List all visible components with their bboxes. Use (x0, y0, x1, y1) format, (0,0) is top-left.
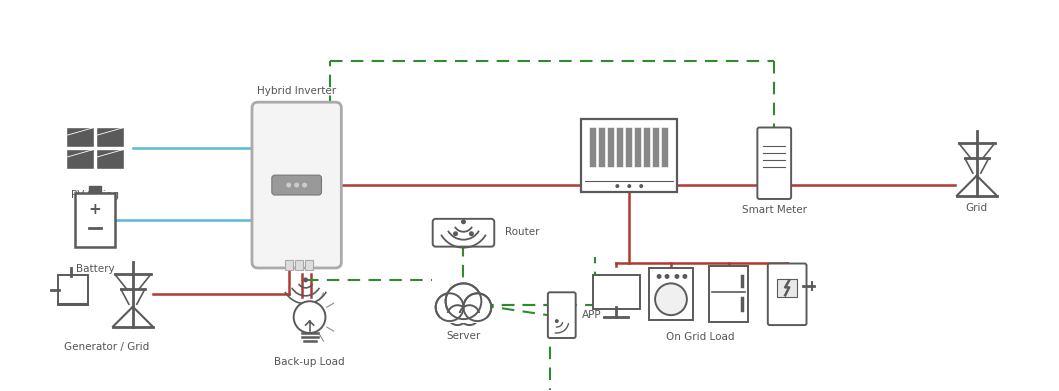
Circle shape (665, 274, 669, 279)
Circle shape (657, 274, 662, 279)
FancyBboxPatch shape (272, 175, 322, 195)
Text: Back-up Load: Back-up Load (274, 357, 345, 367)
FancyBboxPatch shape (757, 127, 791, 199)
Circle shape (303, 277, 308, 282)
Text: Router: Router (505, 227, 540, 237)
Text: Smart Meter: Smart Meter (741, 205, 807, 215)
Bar (607, 127, 614, 167)
Circle shape (294, 183, 299, 188)
FancyBboxPatch shape (67, 149, 94, 169)
Bar (294, 260, 303, 270)
Circle shape (656, 283, 687, 315)
Circle shape (464, 293, 491, 321)
Text: PV String: PV String (71, 190, 119, 200)
Text: Generator / Grid: Generator / Grid (65, 342, 149, 352)
FancyBboxPatch shape (252, 102, 341, 268)
Bar (89, 186, 101, 194)
Bar (616, 127, 623, 167)
Circle shape (453, 231, 457, 236)
Bar (305, 260, 312, 270)
FancyBboxPatch shape (593, 275, 641, 309)
Bar (285, 260, 292, 270)
Circle shape (302, 183, 307, 188)
Circle shape (469, 231, 473, 236)
Bar (643, 127, 649, 167)
Bar (777, 280, 797, 297)
FancyBboxPatch shape (58, 275, 88, 305)
Circle shape (460, 305, 480, 325)
Bar (598, 127, 605, 167)
FancyBboxPatch shape (548, 292, 576, 338)
Bar (589, 127, 596, 167)
Bar (625, 127, 632, 167)
Circle shape (675, 274, 680, 279)
Text: Grid: Grid (966, 203, 988, 213)
Circle shape (640, 184, 643, 188)
Circle shape (461, 219, 466, 224)
Bar (661, 127, 667, 167)
FancyBboxPatch shape (67, 127, 94, 147)
FancyBboxPatch shape (768, 264, 807, 325)
Text: Battery: Battery (76, 264, 114, 274)
Circle shape (627, 184, 631, 188)
Bar (633, 127, 641, 167)
FancyBboxPatch shape (96, 149, 124, 169)
Circle shape (682, 274, 687, 279)
Circle shape (435, 293, 464, 321)
Text: Hybrid Inverter: Hybrid Inverter (257, 86, 336, 96)
Circle shape (446, 283, 482, 319)
FancyBboxPatch shape (708, 267, 749, 322)
Text: APP: APP (581, 310, 602, 320)
Circle shape (293, 301, 325, 333)
Circle shape (286, 183, 291, 188)
Circle shape (615, 184, 620, 188)
Bar (439, 313, 487, 323)
FancyBboxPatch shape (581, 118, 678, 192)
Circle shape (448, 305, 467, 325)
Text: +: + (89, 203, 102, 217)
FancyBboxPatch shape (75, 193, 115, 247)
FancyBboxPatch shape (96, 127, 124, 147)
Circle shape (555, 319, 559, 323)
Text: On Grid Load: On Grid Load (665, 332, 734, 342)
FancyBboxPatch shape (649, 269, 693, 320)
FancyBboxPatch shape (433, 219, 495, 247)
Text: Server: Server (446, 331, 481, 341)
Bar (651, 127, 659, 167)
